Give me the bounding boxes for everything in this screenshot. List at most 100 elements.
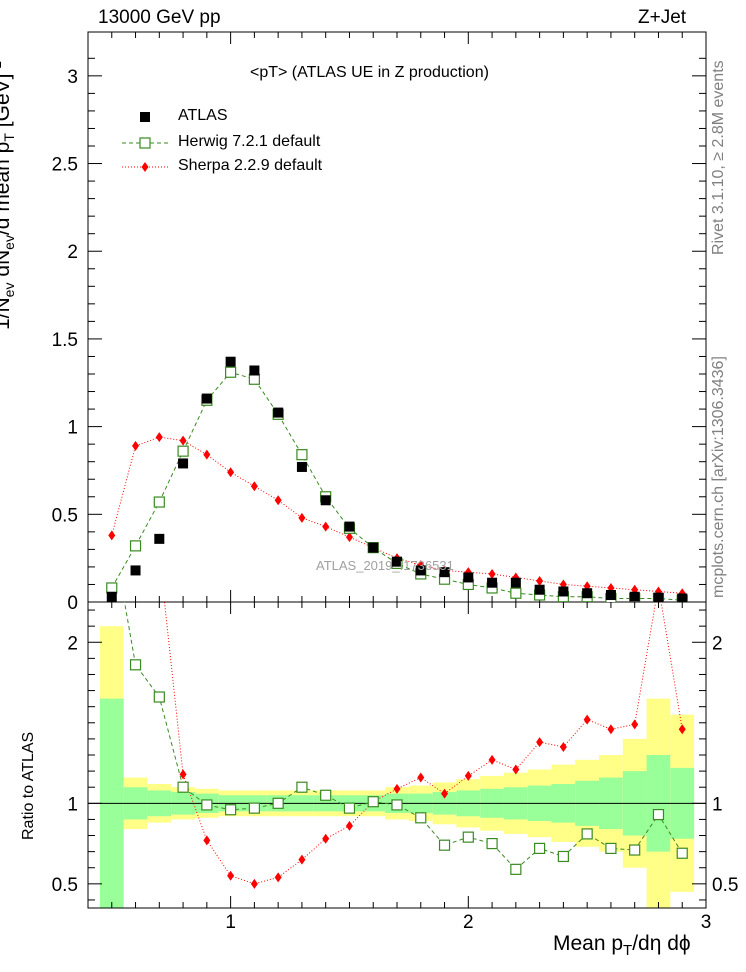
main-series <box>106 356 688 602</box>
atlas-point <box>106 591 117 602</box>
atlas-point <box>510 577 521 588</box>
plot-subtitle: <pT> (ATLAS UE in Z production) <box>250 64 489 81</box>
sherpa-point <box>155 432 163 443</box>
herwig-point <box>296 449 308 461</box>
sherpa-ratio-point <box>583 714 591 725</box>
atlas-point <box>677 593 688 602</box>
atlas-point <box>653 592 664 602</box>
sherpa-ratio-point <box>179 769 187 780</box>
y-tick-label: 0 <box>67 593 78 614</box>
x-tick-label: 2 <box>463 912 474 933</box>
y-axis-label-ratio: Ratio to ATLAS <box>20 731 37 840</box>
herwig-ratio-point <box>343 802 356 814</box>
atlas-point <box>582 588 593 599</box>
ratio-y-tick-label-right: 0.5 <box>712 875 738 896</box>
sherpa-ratio-point <box>559 741 567 752</box>
atlas-point <box>130 565 141 576</box>
herwig-point <box>177 445 189 457</box>
herwig-ratio-point <box>462 831 474 843</box>
sherpa-point <box>250 481 258 492</box>
herwig-ratio-point <box>534 842 546 855</box>
herwig-ratio-point <box>391 799 403 811</box>
ratio-y-tick-label: 1 <box>67 794 78 815</box>
sherpa-ratio-point <box>464 770 472 781</box>
x-tick-label: 1 <box>225 912 236 933</box>
herwig-ratio-point <box>629 844 641 856</box>
atlas-point <box>534 584 545 595</box>
sherpa-point <box>179 435 187 446</box>
sherpa-ratio-point <box>250 878 258 889</box>
analysis-watermark: ATLAS_2019_I1736531 <box>316 558 454 573</box>
sherpa-point <box>345 532 353 543</box>
y-tick-label: 2.5 <box>52 155 78 176</box>
sherpa-point <box>203 449 211 460</box>
sherpa-point <box>132 440 140 451</box>
herwig-ratio-point <box>129 659 142 671</box>
sherpa-ratio-point <box>512 764 520 775</box>
sherpa-point <box>488 568 496 579</box>
herwig-point <box>225 366 237 378</box>
legend-herwig-marker <box>139 137 151 149</box>
herwig-ratio-point <box>557 850 569 863</box>
herwig-ratio-point <box>510 863 522 875</box>
sherpa-ratio-point <box>441 788 449 799</box>
ratio-bands <box>99 626 695 908</box>
sherpa-point <box>322 521 330 532</box>
sherpa-point <box>536 575 544 586</box>
atlas-point <box>439 567 450 578</box>
atlas-point <box>415 565 426 576</box>
x-axis-label: Mean pT/dη dϕ <box>553 932 691 960</box>
y-axis-label-main: 1/Nev dNev/d mean pT [GeV]-1 <box>0 61 18 330</box>
ratio-y-tick-label: 0.5 <box>52 875 78 896</box>
sherpa-ratio-point <box>536 737 544 748</box>
ratio-series <box>123 235 688 889</box>
sherpa-ratio-point <box>417 772 425 783</box>
herwig-ratio-point <box>272 797 284 809</box>
atlas-point <box>273 407 284 418</box>
legend-sherpa-marker <box>141 162 149 172</box>
sherpa-ratio-point <box>298 854 306 865</box>
legend-atlas-label: ATLAS <box>178 107 228 124</box>
herwig-ratio-point <box>320 789 332 801</box>
atlas-point <box>225 356 236 367</box>
sherpa-ratio-point <box>322 833 330 844</box>
atlas-point <box>201 393 212 404</box>
header-right: Z+Jet <box>638 7 687 28</box>
atlas-point <box>487 577 498 588</box>
sherpa-ratio-point <box>132 235 139 245</box>
herwig-ratio-point <box>415 812 427 824</box>
atlas-point <box>344 521 355 532</box>
herwig-ratio-point <box>605 842 617 855</box>
legend-atlas-marker <box>140 112 150 122</box>
sherpa-ratio-point <box>345 820 353 831</box>
rivet-version-text: Rivet 3.1.10, ≥ 2.8M events <box>710 60 727 255</box>
sherpa-ratio-point <box>607 724 615 735</box>
header-left: 13000 GeV pp <box>98 7 221 28</box>
herwig-ratio-point <box>225 804 237 816</box>
y-tick-label: 3 <box>67 67 78 88</box>
atlas-point <box>558 586 569 597</box>
y-tick-label: 1 <box>67 418 78 439</box>
herwig-ratio-point <box>153 691 165 703</box>
atlas-point <box>178 458 189 469</box>
atlas-point <box>463 572 474 583</box>
sherpa-point <box>227 467 235 478</box>
atlas-point <box>296 461 307 472</box>
sherpa-ratio-point <box>678 724 686 735</box>
herwig-ratio-point <box>652 808 665 821</box>
sherpa-point <box>108 530 116 541</box>
ratio-y-tick-label-right: 1 <box>712 794 723 815</box>
herwig-ratio-point <box>438 839 451 851</box>
legend-herwig-label: Herwig 7.2.1 default <box>178 133 321 150</box>
atlas-point <box>605 589 616 600</box>
herwig-ratio-point <box>676 847 688 859</box>
mcplots-credit-text: mcplots.cern.ch [arXiv:1306.3436] <box>710 356 727 598</box>
y-tick-label: 1.5 <box>52 330 78 351</box>
sherpa-ratio-point <box>488 754 496 765</box>
herwig-point <box>153 496 165 508</box>
sherpa-ratio-point <box>631 719 639 730</box>
herwig-ratio-point <box>581 828 593 840</box>
atlas-point <box>368 542 379 553</box>
atlas-point <box>154 533 165 544</box>
